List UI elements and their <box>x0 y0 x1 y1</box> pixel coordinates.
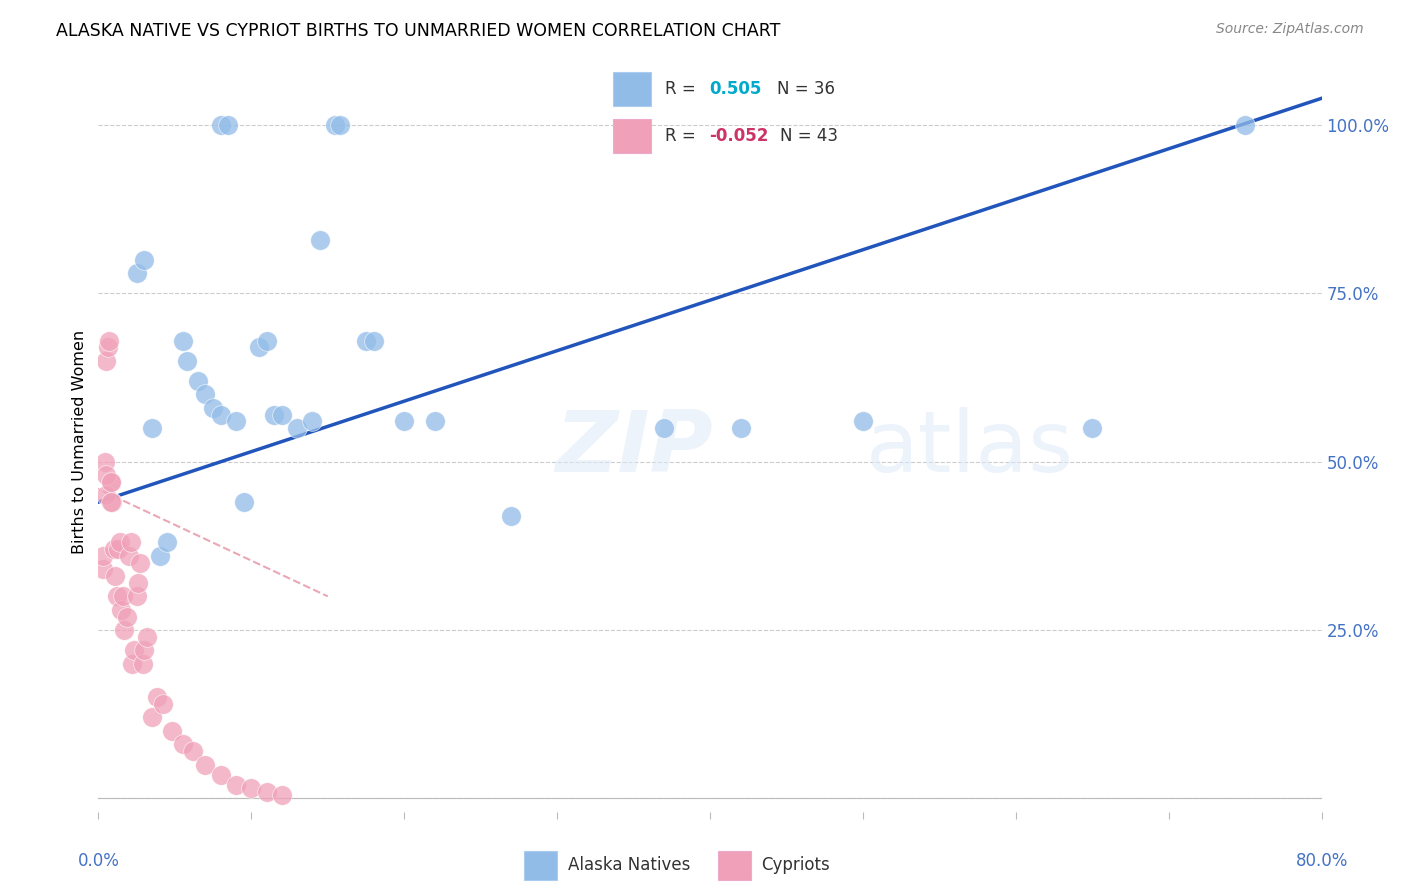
Text: 80.0%: 80.0% <box>1295 852 1348 870</box>
Point <box>145 690 167 705</box>
Point <box>141 710 163 724</box>
Point <box>125 590 148 604</box>
Point <box>501 508 523 523</box>
Point <box>93 455 115 469</box>
Point <box>194 757 217 772</box>
Point <box>354 334 377 348</box>
Point <box>172 738 194 752</box>
Point <box>270 408 294 422</box>
Bar <box>613 119 651 153</box>
Text: atlas: atlas <box>866 407 1074 490</box>
Point <box>232 495 254 509</box>
Point <box>91 549 114 563</box>
Point <box>194 387 217 401</box>
Point <box>225 778 247 792</box>
Point <box>209 118 232 132</box>
Text: 0.505: 0.505 <box>709 79 761 97</box>
Text: 0.0%: 0.0% <box>77 852 120 870</box>
Point <box>118 549 141 563</box>
Point <box>209 767 232 781</box>
Point <box>149 549 172 563</box>
Point <box>125 266 148 280</box>
Point <box>423 414 446 428</box>
Text: -0.052: -0.052 <box>709 127 768 145</box>
Point <box>97 340 120 354</box>
Point <box>1234 118 1257 132</box>
Point <box>852 414 875 428</box>
Point <box>176 353 198 368</box>
Point <box>156 535 179 549</box>
Point <box>112 623 135 637</box>
Point <box>209 408 232 422</box>
Point <box>105 590 128 604</box>
Point <box>329 118 352 132</box>
Point <box>141 421 163 435</box>
Point <box>363 334 385 348</box>
Point <box>134 643 156 657</box>
Point <box>1081 421 1104 435</box>
Bar <box>613 71 651 105</box>
Point <box>108 535 131 549</box>
Point <box>392 414 416 428</box>
Point <box>128 556 150 570</box>
Point <box>247 340 270 354</box>
Text: ZIP: ZIP <box>555 407 713 490</box>
Point <box>110 603 132 617</box>
Point <box>152 697 174 711</box>
Point <box>240 781 263 796</box>
Point <box>122 643 145 657</box>
Point <box>301 414 323 428</box>
Point <box>256 334 278 348</box>
Point <box>652 421 675 435</box>
Y-axis label: Births to Unmarried Women: Births to Unmarried Women <box>72 329 87 554</box>
Text: R =: R = <box>665 127 696 145</box>
Text: Cypriots: Cypriots <box>762 856 830 874</box>
Text: N = 36: N = 36 <box>778 79 835 97</box>
Point <box>263 408 285 422</box>
Point <box>100 495 122 509</box>
Point <box>94 468 117 483</box>
Point <box>730 421 752 435</box>
Point <box>309 233 332 247</box>
Point <box>117 609 139 624</box>
Point <box>187 374 209 388</box>
Point <box>94 353 117 368</box>
Point <box>132 657 155 671</box>
Point <box>107 542 129 557</box>
Point <box>202 401 225 415</box>
Bar <box>524 851 557 880</box>
Point <box>103 542 125 557</box>
Point <box>98 334 121 348</box>
Text: N = 43: N = 43 <box>780 127 838 145</box>
Point <box>134 252 156 267</box>
Text: Source: ZipAtlas.com: Source: ZipAtlas.com <box>1216 22 1364 37</box>
Point <box>104 569 127 583</box>
Point <box>120 535 142 549</box>
Point <box>181 744 204 758</box>
Point <box>94 488 117 502</box>
Point <box>101 495 124 509</box>
Text: R =: R = <box>665 79 696 97</box>
Point <box>285 421 308 435</box>
Point <box>172 334 194 348</box>
Point <box>100 475 122 489</box>
Point <box>136 630 159 644</box>
Bar <box>717 851 751 880</box>
Point <box>91 562 114 576</box>
Point <box>225 414 247 428</box>
Point <box>270 788 294 802</box>
Point <box>325 118 347 132</box>
Point <box>127 575 149 590</box>
Text: ALASKA NATIVE VS CYPRIOT BIRTHS TO UNMARRIED WOMEN CORRELATION CHART: ALASKA NATIVE VS CYPRIOT BIRTHS TO UNMAR… <box>56 22 780 40</box>
Point <box>160 723 183 738</box>
Point <box>217 118 239 132</box>
Point <box>121 657 143 671</box>
Text: Alaska Natives: Alaska Natives <box>568 856 690 874</box>
Point <box>256 784 278 798</box>
Point <box>111 590 134 604</box>
Point <box>100 475 122 489</box>
